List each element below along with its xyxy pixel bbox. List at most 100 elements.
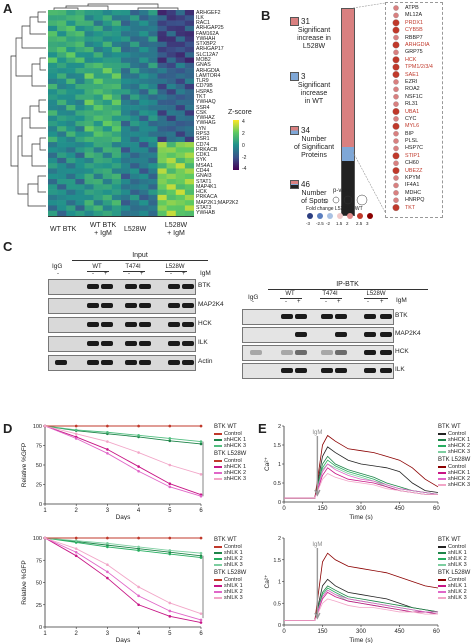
legend-swatch (438, 439, 446, 441)
legend-item: shHCK 2 (438, 476, 470, 482)
protein-dot (392, 204, 400, 212)
protein-label: MDHC (405, 189, 422, 196)
protein-dot (392, 152, 400, 160)
gene-label: FAM162A (196, 30, 219, 37)
legend-swatch (438, 546, 446, 548)
protein-label: PLSL (405, 138, 419, 145)
igm-arrow (314, 436, 321, 497)
data-point (168, 485, 172, 489)
series-line (44, 537, 202, 559)
input-band (168, 341, 180, 346)
x-tick-label: 6 (199, 508, 203, 514)
legend-swatch (214, 597, 222, 599)
panel-label-b: B (261, 8, 271, 23)
legend-item: shHCK 3 (438, 449, 470, 455)
ip-row-label: HCK (395, 348, 409, 355)
data-point (106, 440, 109, 443)
gene-label: SLC12A7 (196, 51, 219, 58)
gene-label: YWHAG (196, 120, 216, 127)
legend-title-l528w: BTK L528W (438, 570, 471, 576)
legend-label: shHCK 1 (448, 437, 471, 443)
ip-igg-label: IgG (248, 294, 259, 301)
data-point (74, 424, 78, 428)
gene-label: GNAI3 (196, 173, 212, 180)
protein-dot (393, 130, 399, 137)
data-point (106, 545, 109, 549)
y-tick-label: 25 (36, 603, 42, 609)
input-lane-t474i-rule (123, 271, 145, 272)
protein-label: ML12A (405, 12, 423, 19)
data-point (168, 601, 172, 605)
gene-label: YWHAH (196, 35, 216, 42)
protein-dot (392, 26, 400, 34)
ip-lane-t474i: T474I (322, 291, 338, 297)
legend-item: shILK 2 (438, 589, 467, 595)
input-igm-sign: - (57, 271, 59, 277)
stat-l528w-line1: Significant (297, 27, 331, 34)
stat-wt-line1: Significant (297, 82, 331, 89)
input-band (125, 341, 137, 346)
data-point (137, 585, 140, 589)
input-lane-t474i: T474I (125, 264, 141, 270)
ip-igm-sign: - (285, 299, 287, 305)
ip-igm-sign: - (325, 299, 327, 305)
legend-item: shILK 3 (214, 595, 243, 601)
data-point (199, 551, 203, 555)
gene-label: CD79B (196, 83, 213, 90)
legend-item: shILK 1 (438, 550, 467, 556)
legend-item: shHCK 2 (214, 470, 246, 476)
zscore-tick-4: 4 (242, 119, 245, 125)
legend-swatch (438, 558, 446, 560)
protein-dot (393, 190, 399, 196)
data-point (74, 536, 78, 540)
input-band (168, 303, 180, 308)
input-band (125, 360, 137, 365)
gene-label: ILK (196, 14, 204, 21)
legend-label: shILK 1 (224, 583, 243, 589)
protein-label: HSP7C (405, 145, 423, 152)
x-tick-label: 4 (137, 508, 141, 514)
legend-swatch (438, 484, 446, 486)
x-tick-label: 2 (75, 631, 79, 637)
x-tick-label: 1 (43, 631, 47, 637)
legend-label: shHCK 3 (448, 482, 471, 488)
data-point (137, 424, 140, 428)
input-lane-wt: WT (92, 264, 102, 270)
input-band (139, 341, 151, 346)
input-band (101, 360, 113, 365)
ip-title: IP-BTK (336, 281, 359, 288)
y-tick-label: 1.5 (273, 443, 281, 449)
data-point (199, 440, 203, 443)
data-point (137, 434, 140, 437)
legend-swatch (438, 552, 446, 554)
series-line (44, 425, 202, 475)
legend-swatch (214, 546, 222, 548)
legend-swatch (438, 597, 446, 599)
legend-item: shILK 3 (438, 562, 467, 568)
gene-label: PRKACB (196, 146, 218, 153)
ip-blot-strip (242, 327, 394, 343)
legend-label: Control (448, 544, 466, 550)
legend-swatch (438, 478, 446, 480)
series-line (284, 587, 438, 622)
protein-list-box (385, 2, 443, 218)
gene-label: ARHGDIA (196, 67, 220, 74)
fold-tick: -3 (306, 221, 311, 226)
input-igm-sign: + (140, 271, 144, 277)
input-band (87, 303, 99, 308)
legend-label: shHCK 3 (448, 449, 471, 455)
group-label-l528w-igm: L528W + IgM (158, 222, 194, 238)
legend-label: shILK 2 (224, 556, 243, 562)
protein-dot (392, 63, 400, 71)
input-igg-label: IgG (52, 263, 63, 270)
ip-band (364, 332, 376, 337)
y-tick-label: 0 (278, 623, 281, 629)
data-point (199, 621, 203, 624)
legend-title-l528w: BTK L528W (438, 457, 471, 463)
zscore-heatmap (48, 10, 194, 216)
pvalue-circle-medium (332, 196, 340, 204)
input-lane-l528w-rule (165, 271, 187, 272)
y-tick-label: 50 (36, 581, 42, 587)
series-line (44, 425, 202, 497)
